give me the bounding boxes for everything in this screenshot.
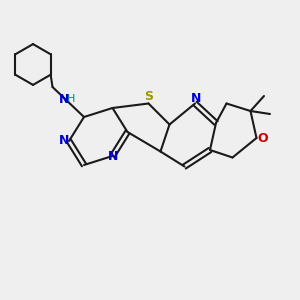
Text: O: O	[258, 131, 268, 145]
Text: N: N	[108, 150, 118, 163]
Text: H: H	[67, 94, 75, 104]
Text: S: S	[144, 90, 153, 104]
Text: N: N	[59, 93, 70, 106]
Text: N: N	[58, 134, 69, 148]
Text: N: N	[191, 92, 202, 105]
